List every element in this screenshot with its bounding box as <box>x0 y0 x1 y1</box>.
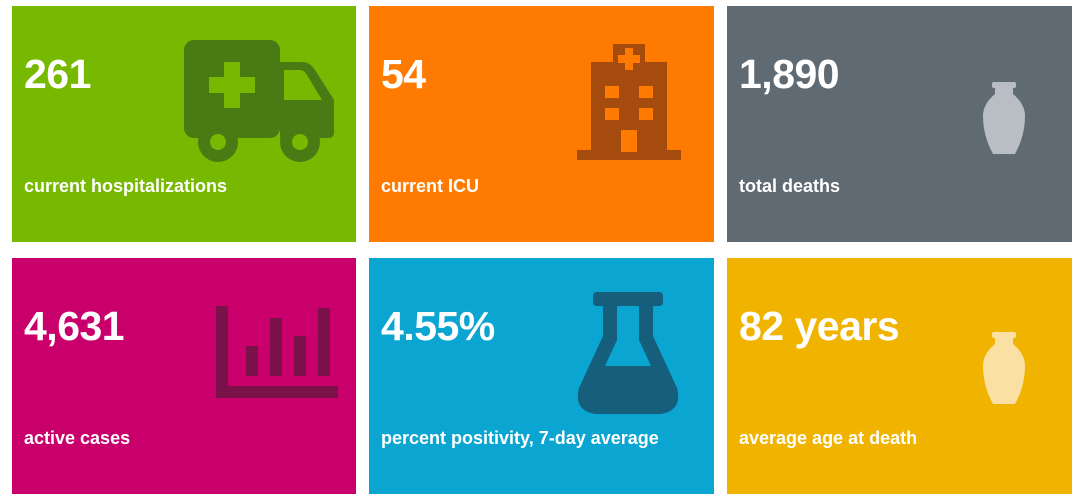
stat-value: 261 <box>24 51 91 97</box>
stat-tile-active-cases: 4,631 active cases <box>12 258 356 494</box>
stat-label: current ICU <box>381 176 480 196</box>
stat-tile-average-age-at-death: 82 years average age at death <box>727 258 1072 494</box>
stat-label: percent positivity, 7-day average <box>381 428 659 448</box>
ambulance-icon <box>184 40 336 162</box>
hospital-icon <box>577 44 681 160</box>
stat-tile-hospitalizations: 261 current hospitalizations <box>12 6 356 242</box>
urn-icon <box>981 332 1027 404</box>
stat-label: active cases <box>24 428 131 448</box>
stat-tile-percent-positivity: 4.55% percent positivity, 7-day average <box>369 258 714 494</box>
stat-value: 54 <box>381 51 426 97</box>
urn-icon <box>981 82 1027 154</box>
stat-value: 82 years <box>739 303 900 349</box>
stat-label: average age at death <box>739 428 918 448</box>
flask-icon <box>575 292 681 414</box>
stat-value: 1,890 <box>739 51 840 97</box>
stat-tile-icu: 54 current ICU <box>369 6 714 242</box>
stat-label: current hospitalizations <box>24 176 228 196</box>
stat-value: 4,631 <box>24 303 125 349</box>
stat-tile-total-deaths: 1,890 total deaths <box>727 6 1072 242</box>
bar-chart-icon <box>216 306 338 398</box>
stat-label: total deaths <box>739 176 841 196</box>
stat-value: 4.55% <box>381 303 495 349</box>
